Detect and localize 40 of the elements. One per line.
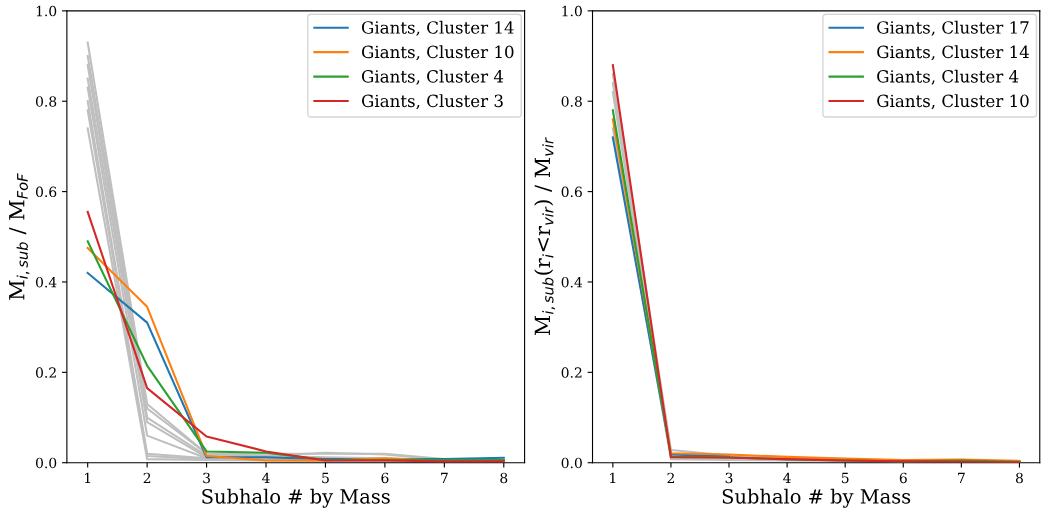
- y-tick-label: 0.4: [561, 276, 583, 288]
- x-tick-label: 2: [143, 472, 151, 483]
- x-tick-label: 3: [725, 472, 733, 484]
- y-tick-label: 0.4: [35, 276, 57, 288]
- y-tick-label: 1.0: [36, 5, 57, 17]
- legend-label: Giants, Cluster 14: [361, 20, 514, 36]
- y-axis-title: M$_{i,sub}$ / M$_{FoF}$: [9, 173, 30, 300]
- y-tick-label: 0.6: [35, 186, 57, 198]
- x-tick-label: 2: [667, 472, 674, 483]
- y-tick-label: 0.0: [561, 457, 582, 469]
- x-tick-label: 1: [610, 472, 616, 483]
- x-tick-label: 1: [84, 472, 91, 483]
- y-axis-title: M$_{i,sub}$(r$_{i}$<r$_{vir}$) / M$_{vir}$: [534, 137, 556, 336]
- legend-label: Giants, Cluster 4: [361, 69, 504, 85]
- x-tick-label: 8: [500, 472, 508, 484]
- y-tick-label: 0.8: [561, 96, 582, 107]
- legend-label: Giants, Cluster 10: [877, 94, 1029, 110]
- x-tick-label: 8: [1015, 472, 1023, 484]
- x-tick-label: 4: [262, 472, 270, 483]
- x-tick-label: 3: [203, 472, 210, 484]
- x-tick-label: 5: [322, 472, 329, 484]
- x-axis-title: Subhalo # by Mass: [722, 488, 911, 508]
- y-tick-label: 1.0: [562, 5, 582, 17]
- legend-label: Giants, Cluster 17: [877, 20, 1029, 36]
- x-tick-label: 7: [441, 472, 448, 483]
- y-tick-label: 0.0: [35, 457, 57, 469]
- y-tick-label: 0.2: [35, 367, 56, 378]
- y-tick-label: 0.8: [35, 96, 57, 107]
- y-tick-label: 0.2: [561, 367, 582, 378]
- x-tick-label: 6: [899, 472, 907, 484]
- x-tick-label: 5: [841, 472, 849, 484]
- legend-label: Giants, Cluster 10: [361, 45, 514, 61]
- legend-label: Giants, Cluster 4: [877, 69, 1019, 85]
- x-tick-label: 7: [958, 472, 965, 483]
- x-tick-label: 4: [783, 472, 791, 483]
- legend-label: Giants, Cluster 3: [361, 94, 503, 110]
- x-axis-title: Subhalo # by Mass: [202, 488, 390, 508]
- legend-label: Giants, Cluster 14: [877, 45, 1029, 61]
- x-tick-label: 6: [381, 472, 389, 484]
- y-tick-label: 0.6: [561, 186, 582, 198]
